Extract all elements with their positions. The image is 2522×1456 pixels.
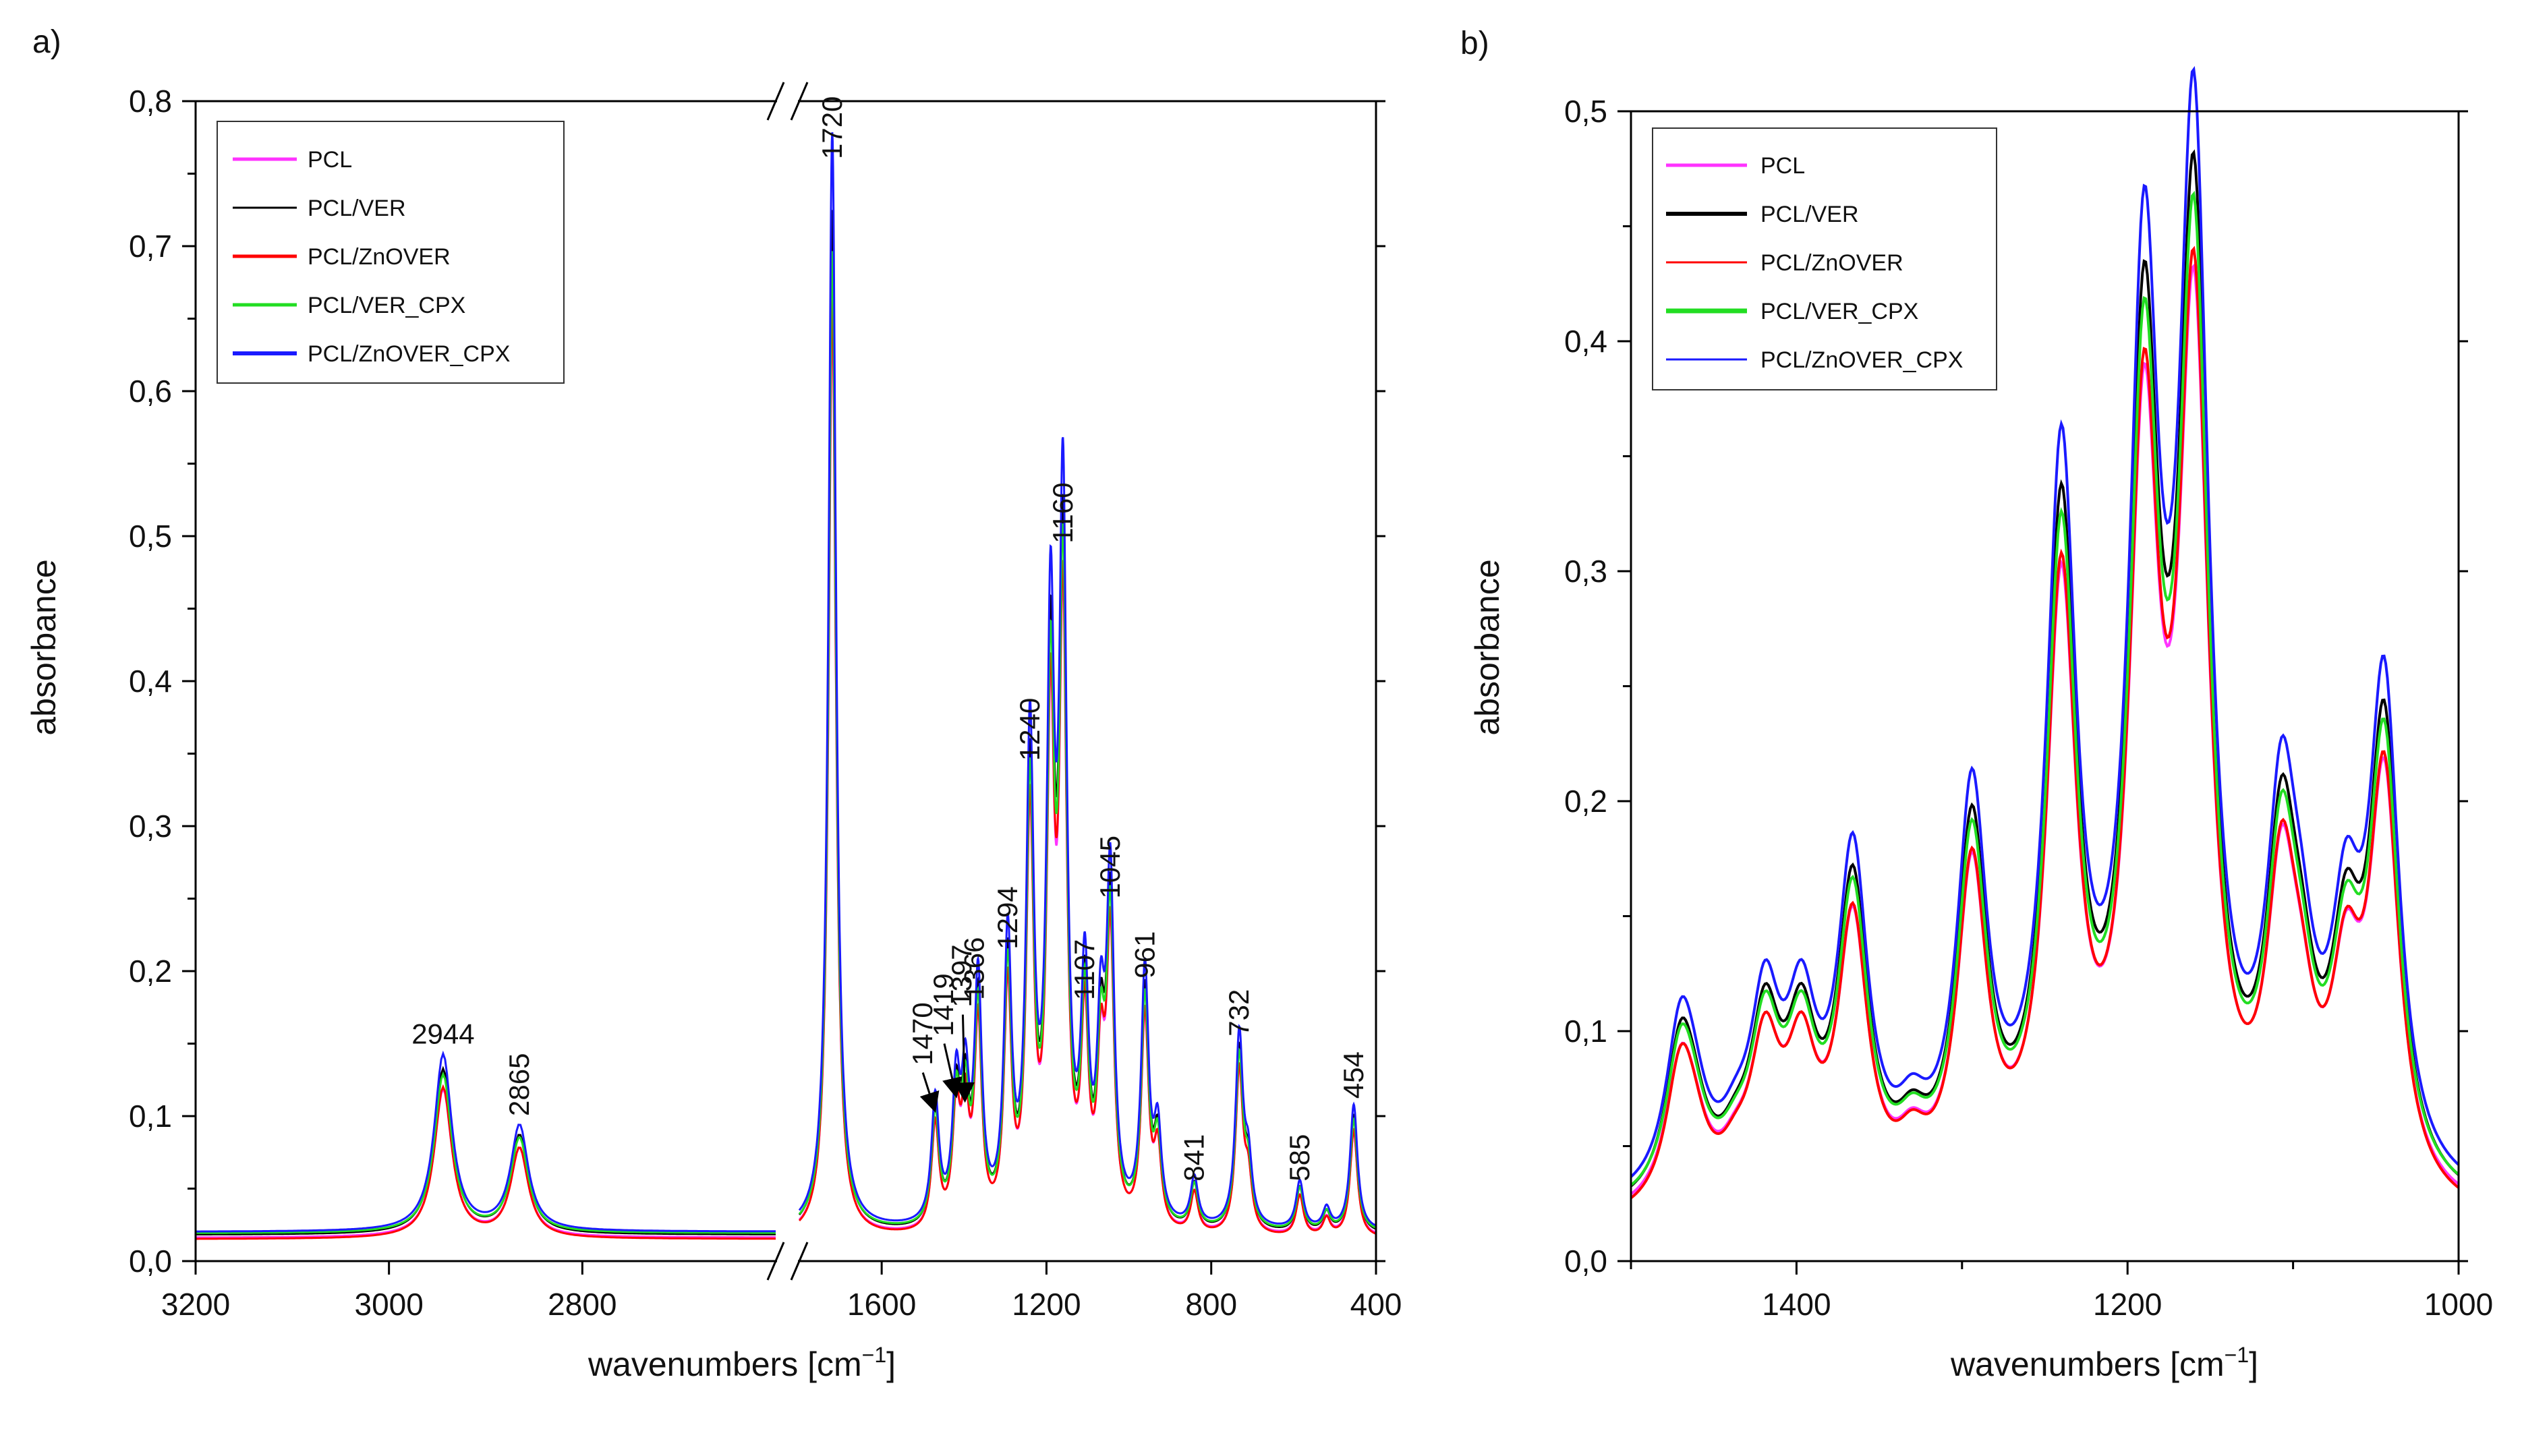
peak-arrow-2 (954, 1014, 975, 1103)
panel-b-y-tick-label: 0,0 (1564, 1244, 1607, 1279)
peak-label-1470: 1470 (907, 1002, 938, 1065)
panel-b-y-tick-label: 0,5 (1564, 94, 1607, 129)
panel-a-legend-box (217, 121, 565, 384)
panel-b-x-tick-label: 1000 (2424, 1287, 2493, 1322)
panel-a-y-tick-label: 0,5 (129, 519, 172, 554)
axis-break-slash-0-a (766, 82, 785, 121)
panel-a-legend-label-pcl: PCL (308, 147, 352, 173)
peak-label-1419: 1419 (927, 973, 959, 1036)
panel-a-y-tick-label: 0,0 (129, 1244, 172, 1279)
panel-a-x-axis-label-main: wavenumbers [cm (587, 1345, 862, 1383)
panel-a-legend-label-pcl-ver: PCL/VER (308, 196, 406, 221)
panel-b-series-group (1630, 65, 2460, 1200)
peak-label-1366: 1366 (958, 937, 990, 1000)
panel-a-series-group (196, 132, 1377, 1240)
panel-a-x-tick-label: 1600 (847, 1287, 916, 1322)
panel-a-x-ticks: 3200 3000 2800 1600 1200 800 400 (161, 1261, 1402, 1322)
panel-b-legend-label-pcl: PCL (1760, 153, 1805, 179)
peak-label-732: 732 (1223, 989, 1255, 1037)
panel-b-line-pcl-znover-cpx (1630, 65, 2460, 1178)
peak-label-1045: 1045 (1094, 836, 1126, 898)
panel-a-x-tick-label: 400 (1350, 1287, 1402, 1322)
peak-arrow-0 (919, 1072, 940, 1113)
panel-a-y-tick-label: 0,7 (129, 229, 172, 264)
panel-b-x-axis-label-main: wavenumbers [cm (1950, 1345, 2225, 1383)
panel-b-y-tick-label: 0,3 (1564, 554, 1607, 589)
peak-label-841: 841 (1178, 1134, 1210, 1182)
panel-a-line-pcl-znover-cpx-right (798, 132, 1377, 1227)
panel-a-legend-label-pcl-znover-cpx: PCL/ZnOVER_CPX (308, 341, 510, 367)
peak-label-1720: 1720 (816, 96, 848, 159)
panel-b-x-axis-label-end: ] (2249, 1345, 2258, 1383)
peak-label-1397: 1397 (946, 944, 977, 1007)
panel-b-x-ticks: 1400 1200 1000 (1630, 1261, 2493, 1322)
panel-a-y-tick-label: 0,6 (129, 374, 172, 409)
panel-a-y-tick-label: 0,1 (129, 1099, 172, 1134)
panel-a-y-tick-label: 0,4 (129, 664, 172, 699)
panel-b-line-pcl-ver-cpx (1630, 190, 2460, 1186)
panel-a-y-tick-label: 0,3 (129, 809, 172, 844)
panel-b-y-tick-label: 0,4 (1564, 324, 1607, 359)
panel-a-legend-label-pcl-znover: PCL/ZnOVER (308, 244, 451, 270)
panel-a-legend: PCL PCL/VER PCL/ZnOVER PCL/VER_CPX PCL/Z… (217, 121, 565, 384)
panel-a-y-ticks: 0,0 0,1 0,2 0,3 0,4 0,5 0,6 0,7 0,8 (129, 84, 1385, 1279)
peak-label-2865: 2865 (503, 1053, 535, 1116)
panel-b-x-tick-label: 1200 (2093, 1287, 2162, 1322)
panel-b-legend: PCL PCL/VER PCL/ZnOVER PCL/VER_CPX PCL/Z… (1652, 127, 1997, 390)
panel-b-line-pcl-znover (1630, 245, 2460, 1200)
peak-label-1240: 1240 (1014, 698, 1045, 761)
panel-a-y-tick-label: 0,8 (129, 84, 172, 119)
panel-b: b) 0,0 0,1 0,2 0,3 0,4 0,5 1400 1200 1000 absor… (1460, 26, 2493, 1383)
panel-b-label: b) (1460, 26, 1489, 61)
panel-b-legend-label-pcl-znover: PCL/ZnOVER (1760, 250, 1903, 276)
panel-b-y-tick-label: 0,1 (1564, 1014, 1607, 1049)
peak-label-961: 961 (1128, 931, 1160, 979)
axis-break-slash-1-b (790, 1242, 809, 1281)
panel-a-x-tick-label: 2800 (548, 1287, 617, 1322)
peak-arrow-1 (942, 1043, 963, 1099)
panel-a-line-pcl-ver-cpx-left (196, 1071, 776, 1234)
panel-a-y-tick-label: 0,2 (129, 954, 172, 989)
panel-b-legend-label-pcl-ver-cpx: PCL/VER_CPX (1760, 299, 1918, 324)
panel-a-y-axis-label: absorbance (25, 559, 63, 735)
panel-a-label: a) (32, 24, 61, 60)
peak-label-1107: 1107 (1068, 939, 1100, 1000)
panel-a-arrows (919, 1014, 975, 1113)
peak-label-2944: 2944 (411, 1018, 474, 1050)
panel-b-legend-label-pcl-ver: PCL/VER (1760, 202, 1859, 227)
panel-a-series-pcl-znover-cpx (196, 132, 1377, 1233)
peak-label-454: 454 (1338, 1051, 1369, 1099)
panel-b-y-axis-label: absorbance (1468, 559, 1506, 735)
panel-a: a) 0,0 0,1 0,2 0,3 0,4 0,5 0,6 0,7 0,8 3200 3000 2… (25, 24, 1402, 1383)
panel-a-x-tick-label: 800 (1185, 1287, 1237, 1322)
panel-a-legend-label-pcl-ver-cpx: PCL/VER_CPX (308, 293, 465, 318)
panel-b-x-axis-label: wavenumbers [cm−1] (1950, 1343, 2258, 1383)
panel-b-y-ticks: 0,0 0,1 0,2 0,3 0,4 0,5 (1564, 94, 2468, 1279)
axis-break-gap-0 (777, 98, 798, 104)
panel-b-y-tick-label: 0,2 (1564, 784, 1607, 819)
panel-a-x-axis-label: wavenumbers [cm−1] (587, 1343, 896, 1383)
panel-b-legend-box (1652, 127, 1997, 390)
axis-break-gap-1 (777, 1258, 798, 1264)
panel-a-line-pcl-left (196, 1086, 776, 1239)
panel-a-line-pcl-znover-cpx-left (196, 1050, 776, 1233)
panel-a-line-pcl-znover-left (196, 1084, 776, 1240)
axis-break-slash-0-b (790, 82, 809, 121)
panel-b-x-tick-label: 1400 (1762, 1287, 1831, 1322)
panel-a-x-tick-label: 1200 (1012, 1287, 1081, 1322)
panel-a-x-axis-label-sup: −1 (862, 1343, 886, 1367)
peak-label-1294: 1294 (992, 886, 1023, 949)
axis-break-slash-1-a (766, 1242, 785, 1281)
peak-label-585: 585 (1284, 1134, 1315, 1182)
panel-b-x-axis-label-sup: −1 (2225, 1343, 2249, 1367)
panel-a-x-tick-label: 3000 (354, 1287, 423, 1322)
peak-label-1160: 1160 (1047, 482, 1079, 543)
panel-b-legend-label-pcl-znover-cpx: PCL/ZnOVER_CPX (1760, 347, 1963, 373)
panel-a-x-tick-label: 3200 (161, 1287, 230, 1322)
panel-a-x-axis-label-end: ] (886, 1345, 896, 1383)
panel-a-axis-break (766, 82, 809, 1281)
